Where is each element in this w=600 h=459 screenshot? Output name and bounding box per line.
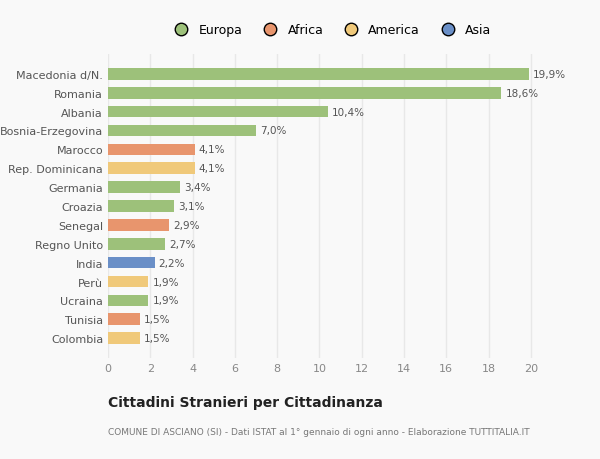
Text: COMUNE DI ASCIANO (SI) - Dati ISTAT al 1° gennaio di ogni anno - Elaborazione TU: COMUNE DI ASCIANO (SI) - Dati ISTAT al 1… [108, 427, 530, 436]
Text: 3,1%: 3,1% [178, 202, 204, 212]
Text: 1,5%: 1,5% [144, 314, 170, 325]
Legend: Europa, Africa, America, Asia: Europa, Africa, America, Asia [164, 19, 496, 42]
Text: 2,2%: 2,2% [159, 258, 185, 268]
Bar [108, 295, 148, 307]
Text: 1,5%: 1,5% [144, 333, 170, 343]
Bar [108, 106, 328, 118]
Bar [108, 276, 148, 288]
Text: 10,4%: 10,4% [332, 107, 365, 118]
Text: 7,0%: 7,0% [260, 126, 287, 136]
Text: 4,1%: 4,1% [199, 164, 226, 174]
Text: 2,9%: 2,9% [173, 220, 200, 230]
Bar [108, 163, 194, 175]
Bar [108, 314, 140, 325]
Bar [108, 238, 165, 250]
Bar [108, 125, 256, 137]
Bar [108, 182, 180, 194]
Bar [108, 88, 501, 99]
Text: 2,7%: 2,7% [169, 239, 196, 249]
Bar [108, 333, 140, 344]
Text: 4,1%: 4,1% [199, 145, 226, 155]
Text: Cittadini Stranieri per Cittadinanza: Cittadini Stranieri per Cittadinanza [108, 395, 383, 409]
Bar [108, 144, 194, 156]
Text: 19,9%: 19,9% [533, 70, 566, 80]
Text: 1,9%: 1,9% [152, 296, 179, 306]
Text: 18,6%: 18,6% [505, 89, 539, 99]
Bar [108, 219, 169, 231]
Text: 1,9%: 1,9% [152, 277, 179, 287]
Bar [108, 201, 173, 213]
Bar [108, 69, 529, 80]
Bar [108, 257, 155, 269]
Text: 3,4%: 3,4% [184, 183, 211, 193]
